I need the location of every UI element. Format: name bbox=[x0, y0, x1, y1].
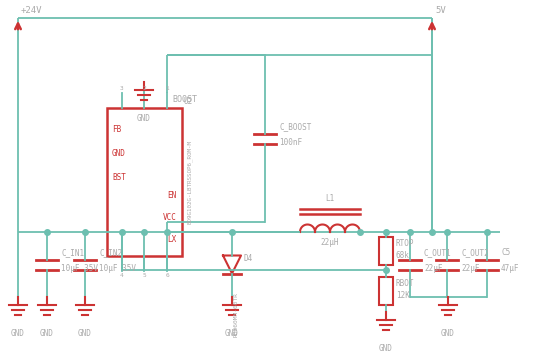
Text: C_OUT2: C_OUT2 bbox=[461, 248, 489, 257]
Text: U2: U2 bbox=[184, 97, 193, 106]
Text: 12K: 12K bbox=[396, 291, 410, 301]
Text: RTOP: RTOP bbox=[396, 238, 415, 248]
Bar bbox=[107, 108, 182, 256]
Text: 1: 1 bbox=[165, 86, 169, 91]
Text: RB060MM-60TR: RB060MM-60TR bbox=[234, 292, 239, 337]
Text: D4: D4 bbox=[244, 254, 253, 263]
Text: GND: GND bbox=[112, 150, 126, 159]
Text: 100nF: 100nF bbox=[279, 138, 302, 147]
Text: 5: 5 bbox=[142, 273, 146, 278]
Text: 22μF: 22μF bbox=[424, 264, 443, 273]
Text: BST: BST bbox=[112, 174, 126, 183]
Text: GND: GND bbox=[379, 344, 393, 353]
Text: BOOST: BOOST bbox=[172, 95, 197, 105]
Text: GND: GND bbox=[78, 329, 92, 338]
Text: 2: 2 bbox=[142, 86, 146, 91]
Text: GND: GND bbox=[137, 114, 151, 123]
Text: 22μH: 22μH bbox=[321, 238, 339, 247]
Text: 5V: 5V bbox=[435, 6, 446, 15]
Text: BD9G102G-LBTRSSOP6_ROM-M: BD9G102G-LBTRSSOP6_ROM-M bbox=[187, 140, 192, 224]
Text: GND: GND bbox=[225, 329, 239, 338]
Text: C_IN1: C_IN1 bbox=[61, 248, 84, 257]
Bar bbox=[379, 277, 393, 305]
Bar bbox=[379, 237, 393, 265]
Text: LX: LX bbox=[168, 236, 177, 245]
Text: GND: GND bbox=[40, 329, 54, 338]
Text: GND: GND bbox=[11, 329, 25, 338]
Text: 10μF 35V: 10μF 35V bbox=[61, 264, 98, 273]
Text: 6: 6 bbox=[165, 273, 169, 278]
Text: +24V: +24V bbox=[21, 6, 42, 15]
Text: C5: C5 bbox=[501, 248, 510, 257]
Text: 47μF: 47μF bbox=[501, 264, 520, 273]
Text: L1: L1 bbox=[326, 194, 334, 203]
Text: GND: GND bbox=[441, 329, 455, 338]
Text: C_IN2: C_IN2 bbox=[99, 248, 122, 257]
Text: 3: 3 bbox=[120, 86, 124, 91]
Text: 22μF: 22μF bbox=[461, 264, 480, 273]
Text: 4: 4 bbox=[120, 273, 124, 278]
Text: 68k: 68k bbox=[396, 252, 410, 261]
Text: RBOT: RBOT bbox=[396, 278, 415, 287]
Text: 10μF 35V: 10μF 35V bbox=[99, 264, 136, 273]
Text: EN: EN bbox=[168, 192, 177, 200]
Text: C_OUT1: C_OUT1 bbox=[424, 248, 452, 257]
Text: FB: FB bbox=[112, 126, 121, 135]
Text: VCC: VCC bbox=[163, 213, 177, 223]
Text: C_BOOST: C_BOOST bbox=[279, 122, 311, 131]
